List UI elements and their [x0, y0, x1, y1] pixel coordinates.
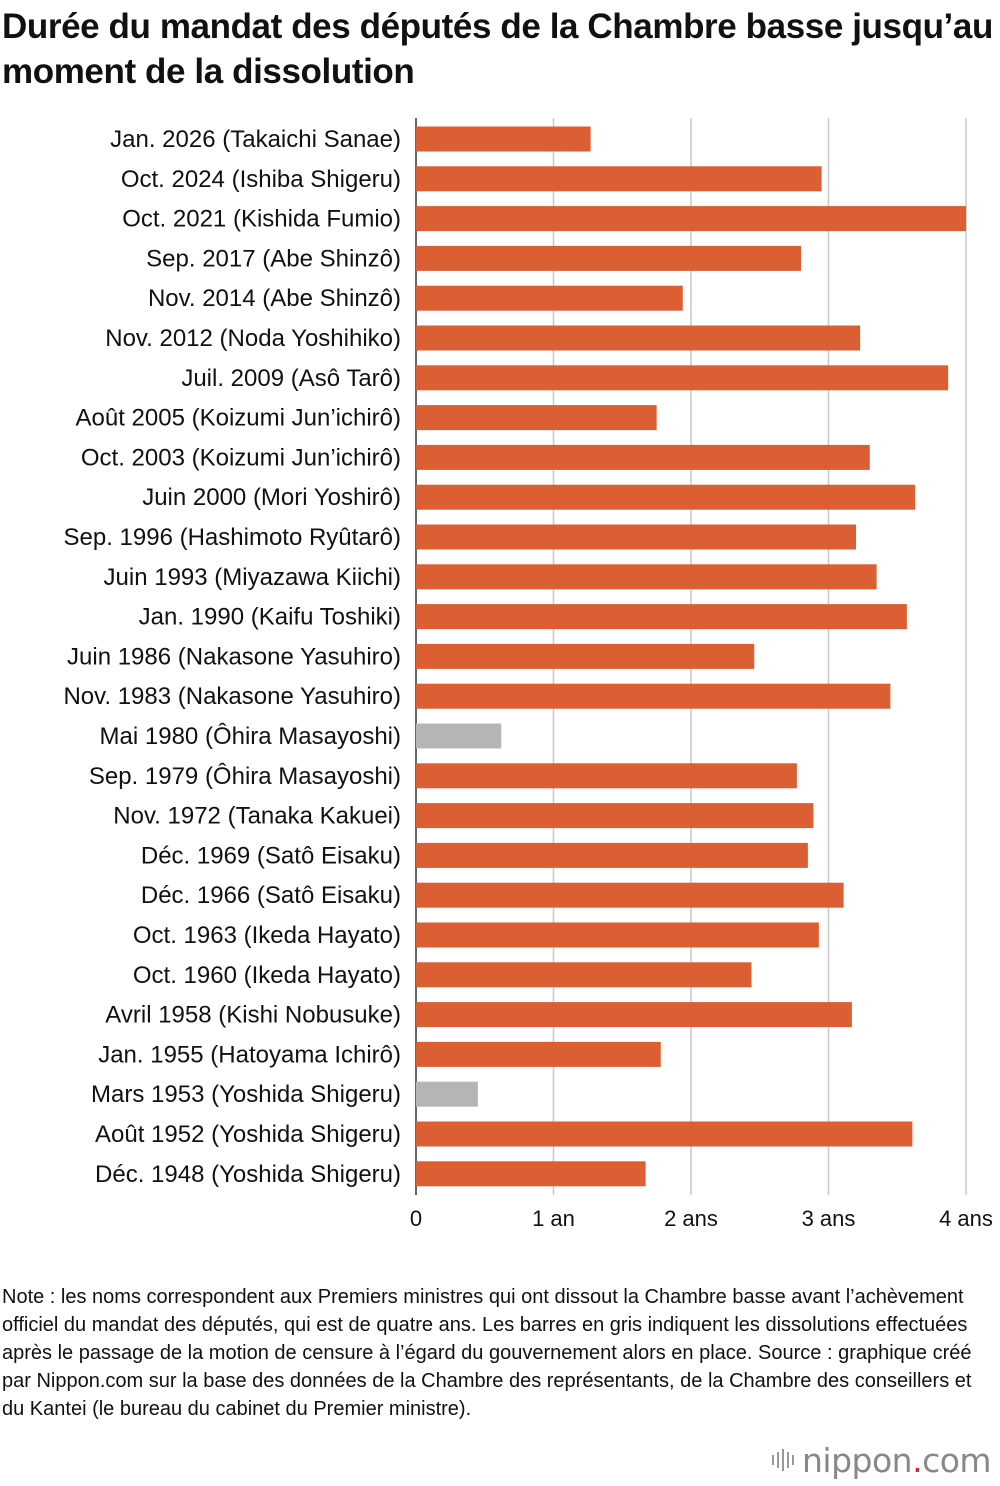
category-label: Jan. 2026 (Takaichi Sanae) [110, 126, 401, 153]
category-label: Jan. 1990 (Kaifu Toshiki) [139, 604, 401, 631]
bar [416, 444, 870, 470]
bar [416, 683, 891, 709]
logo-bars-icon [772, 1449, 794, 1471]
bar [416, 1121, 913, 1147]
bar [416, 206, 966, 232]
bar [416, 723, 502, 749]
bar [416, 484, 916, 510]
bar [416, 1041, 661, 1067]
nippon-logo: nippon.com [772, 1440, 992, 1480]
x-tick-label: 2 ans [664, 1206, 718, 1231]
category-label: Oct. 1963 (Ikeda Hayato) [133, 922, 401, 949]
category-label: Avril 1958 (Kishi Nobusuke) [105, 1002, 401, 1029]
bar [416, 643, 755, 669]
category-label: Juin 1986 (Nakasone Yasuhiro) [67, 643, 401, 670]
x-tick-label: 0 [410, 1206, 422, 1231]
category-label: Oct. 2024 (Ishiba Shigeru) [121, 166, 401, 193]
bar [416, 365, 949, 391]
category-label: Juin 1993 (Miyazawa Kiichi) [104, 564, 401, 591]
bar [416, 763, 797, 789]
category-label: Jan. 1955 (Hatoyama Ichirô) [98, 1041, 401, 1068]
bars [416, 126, 966, 1187]
category-label: Sep. 1996 (Hashimoto Ryûtarô) [64, 524, 402, 551]
bar [416, 564, 877, 590]
category-label: Août 2005 (Koizumi Jun’ichirô) [76, 405, 402, 432]
category-label: Sep. 2017 (Abe Shinzô) [146, 245, 401, 272]
bar [416, 1081, 478, 1107]
category-label: Déc. 1948 (Yoshida Shigeru) [95, 1161, 401, 1188]
logo-wordmark: nippon.com [802, 1440, 992, 1480]
category-label: Déc. 1969 (Satô Eisaku) [141, 842, 401, 869]
category-label: Nov. 2012 (Noda Yoshihiko) [105, 325, 401, 352]
bar [416, 1002, 852, 1028]
bar [416, 405, 657, 431]
x-tick-label: 4 ans [939, 1206, 993, 1231]
bar [416, 882, 844, 908]
x-tick-label: 1 an [532, 1206, 575, 1231]
category-label: Déc. 1966 (Satô Eisaku) [141, 882, 401, 909]
chart-note: Note : les noms correspondent aux Premie… [2, 1286, 972, 1420]
chart-title: Durée du mandat des députés de la Chambr… [2, 7, 993, 91]
bar [416, 962, 752, 988]
category-label: Nov. 2014 (Abe Shinzô) [148, 285, 401, 312]
category-label: Sep. 1979 (Ôhira Masayoshi) [89, 762, 401, 790]
bar [416, 524, 856, 550]
category-label: Juil. 2009 (Asô Tarô) [181, 365, 401, 392]
bar [416, 285, 683, 311]
category-label: Août 1952 (Yoshida Shigeru) [95, 1121, 401, 1148]
bar [416, 126, 591, 152]
bar [416, 245, 801, 271]
category-label: Juin 2000 (Mori Yoshirô) [142, 484, 401, 511]
bar-chart: Jan. 2026 (Takaichi Sanae) Oct. 2024 (Ish… [63, 118, 993, 1231]
bar [416, 1161, 646, 1187]
bar [416, 166, 822, 192]
bar [416, 803, 814, 829]
category-labels: Jan. 2026 (Takaichi Sanae) Oct. 2024 (Ish… [63, 126, 401, 1188]
category-label: Mars 1953 (Yoshida Shigeru) [91, 1081, 401, 1108]
bar [416, 922, 819, 948]
category-label: Oct. 2003 (Koizumi Jun’ichirô) [81, 444, 401, 471]
x-axis-ticks: 0 1 an 2 ans 3 ans 4 ans [410, 1206, 993, 1231]
bar [416, 842, 808, 868]
category-label: Oct. 1960 (Ikeda Hayato) [133, 962, 401, 989]
bar [416, 604, 907, 630]
category-label: Nov. 1983 (Nakasone Yasuhiro) [63, 683, 401, 710]
category-label: Nov. 1972 (Tanaka Kakuei) [113, 803, 401, 830]
category-label: Mai 1980 (Ôhira Masayoshi) [100, 722, 401, 750]
category-label: Oct. 2021 (Kishida Fumio) [122, 206, 401, 233]
bar [416, 325, 861, 351]
x-tick-label: 3 ans [802, 1206, 856, 1231]
